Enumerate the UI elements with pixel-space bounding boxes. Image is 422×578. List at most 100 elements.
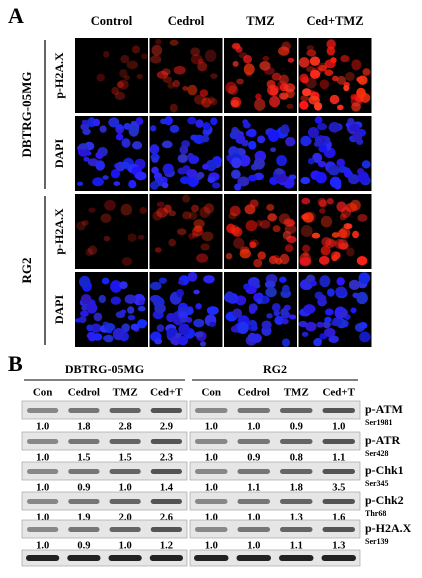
blot: [21, 519, 188, 539]
cell: [319, 199, 327, 208]
cell: [152, 211, 163, 221]
cell: [249, 199, 259, 208]
cell: [298, 320, 308, 328]
cell: [356, 291, 368, 305]
loading-blot: [21, 549, 188, 567]
cell: [332, 317, 342, 327]
cell: [247, 128, 257, 138]
cell: [126, 60, 138, 70]
cell: [320, 215, 333, 228]
cell: [252, 333, 262, 343]
cell: [121, 138, 131, 148]
cell: [346, 247, 355, 257]
cell: [324, 69, 334, 76]
cell: [330, 57, 337, 64]
density-value: 1.3: [332, 540, 345, 551]
density-value: 2.8: [119, 421, 132, 432]
cell: [327, 288, 335, 297]
band: [109, 527, 141, 532]
cell: [305, 211, 316, 223]
cell: [233, 237, 245, 249]
lane-label: Cedrol: [68, 387, 100, 399]
density-value: 1.0: [247, 512, 260, 523]
cell: [193, 318, 205, 328]
cell: [362, 68, 371, 76]
cell: [336, 277, 345, 286]
blot: [21, 491, 188, 511]
cell: [178, 323, 190, 336]
cell: [194, 331, 204, 338]
cell: [336, 104, 344, 111]
density-value: 1.0: [36, 482, 49, 493]
cell: [179, 145, 189, 155]
protein-site: Thr68: [365, 509, 386, 518]
cell: [310, 280, 317, 287]
cell: [103, 334, 114, 343]
row-label: DAPI: [52, 295, 66, 325]
panel-label: A: [8, 3, 24, 28]
cell: [90, 323, 102, 333]
micrograph: [75, 38, 148, 113]
cell: [162, 76, 173, 84]
cell: [80, 310, 89, 317]
cell: [315, 171, 327, 184]
cell: [249, 307, 256, 314]
band: [27, 499, 59, 504]
cell: [188, 233, 195, 240]
band: [322, 439, 355, 444]
cell: [151, 44, 163, 57]
cell: [161, 182, 169, 189]
cell: [230, 169, 241, 180]
cell: [263, 67, 275, 75]
cell: [264, 280, 276, 289]
cell: [193, 289, 200, 295]
cell: [93, 312, 103, 322]
cell: [320, 245, 331, 256]
density-value: 2.0: [119, 512, 132, 523]
cell: [234, 183, 242, 191]
cell: [300, 95, 309, 102]
cell: [334, 238, 345, 249]
blot: [189, 519, 361, 539]
cell: [358, 322, 368, 329]
cell: [339, 311, 347, 318]
cell: [207, 176, 216, 183]
cell: [81, 305, 89, 311]
cell: [229, 205, 241, 217]
cell: [232, 60, 239, 67]
cell: [302, 251, 309, 257]
cell: [318, 144, 328, 153]
density-value: 1.6: [332, 512, 345, 523]
density-value: 1.0: [36, 421, 49, 432]
cell: [267, 213, 278, 222]
cell: [99, 125, 107, 133]
cell: [326, 39, 336, 50]
cell: [190, 47, 201, 57]
cell: [281, 318, 289, 325]
band: [109, 439, 141, 444]
cell: [116, 124, 123, 130]
cell: [127, 233, 137, 242]
cell: [248, 140, 257, 150]
cell: [329, 94, 340, 105]
group-header: DBTRG-05MG: [65, 362, 144, 376]
cell: [319, 79, 330, 90]
cell: [273, 310, 281, 317]
cell: [243, 283, 250, 290]
cell: [299, 257, 312, 267]
band: [195, 527, 228, 532]
lane-label: TMZ: [113, 387, 138, 399]
density-value: 0.9: [77, 540, 90, 551]
cell: [352, 131, 363, 142]
cell: [169, 103, 178, 113]
cell: [300, 135, 312, 147]
cell: [352, 230, 360, 239]
band: [236, 555, 271, 561]
cell: [275, 257, 283, 265]
cell: [286, 103, 294, 109]
cell: [205, 159, 217, 172]
cell: [163, 204, 172, 213]
band: [109, 469, 141, 474]
cell: [150, 125, 157, 132]
density-value: 0.9: [247, 452, 260, 463]
